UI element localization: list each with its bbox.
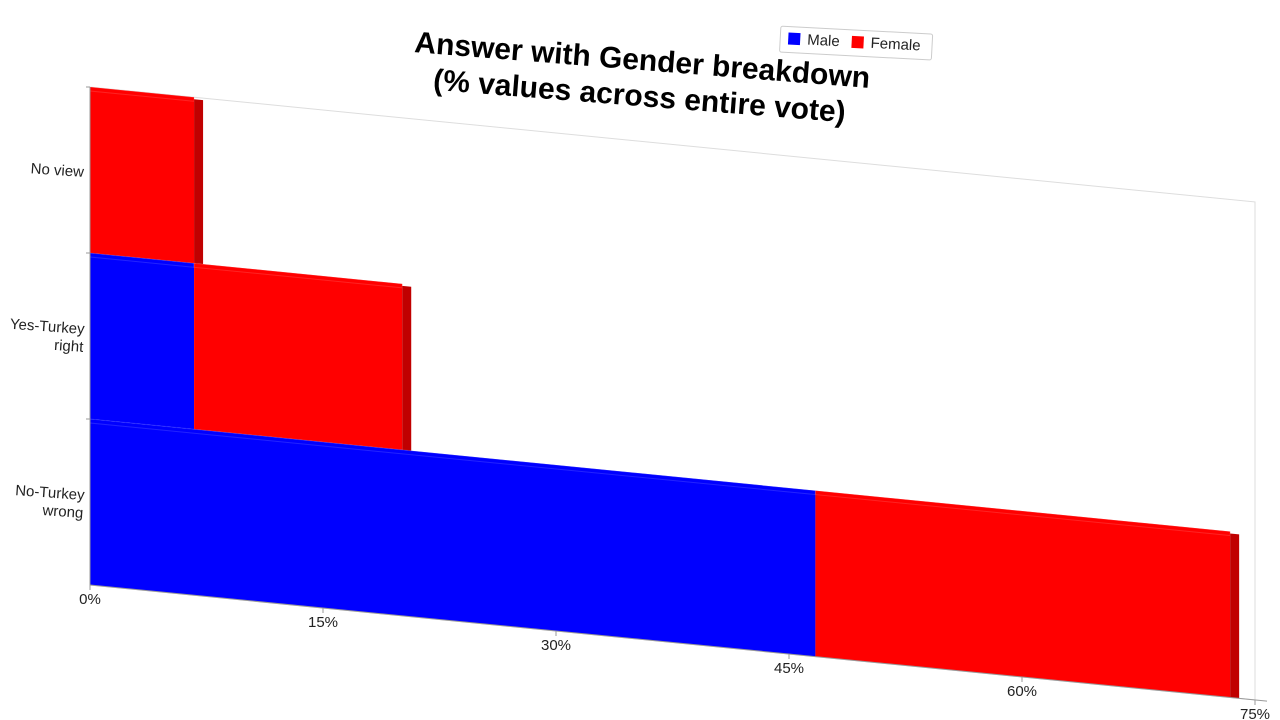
legend-label: Male <box>807 32 840 51</box>
x-tick-label: 60% <box>1007 683 1037 700</box>
legend: Male Female <box>779 25 934 61</box>
x-tick-label: 30% <box>541 637 571 654</box>
legend-label: Female <box>870 35 921 55</box>
x-tick-label: 15% <box>308 614 338 631</box>
x-tick-label: 0% <box>79 591 101 608</box>
x-tick-label: 75% <box>1240 706 1270 720</box>
x-axis <box>89 584 1268 702</box>
bar-segment <box>194 263 403 450</box>
bar-top-face <box>193 262 403 289</box>
bar-side-face <box>402 285 412 451</box>
x-tick-label: 45% <box>774 660 804 677</box>
bar-side-face <box>1230 533 1240 699</box>
bar-segment <box>815 490 1231 698</box>
legend-swatch <box>851 35 864 49</box>
legend-swatch <box>787 32 801 46</box>
y-tick-label: No-Turkey wrong <box>14 482 86 522</box>
bar-segment <box>90 418 816 657</box>
bar-segment <box>90 86 195 264</box>
y-tick-label: Yes-Turkey right <box>9 315 86 356</box>
bar-segment <box>90 252 195 430</box>
plot-area <box>89 86 1256 701</box>
bar-side-face <box>194 99 204 265</box>
